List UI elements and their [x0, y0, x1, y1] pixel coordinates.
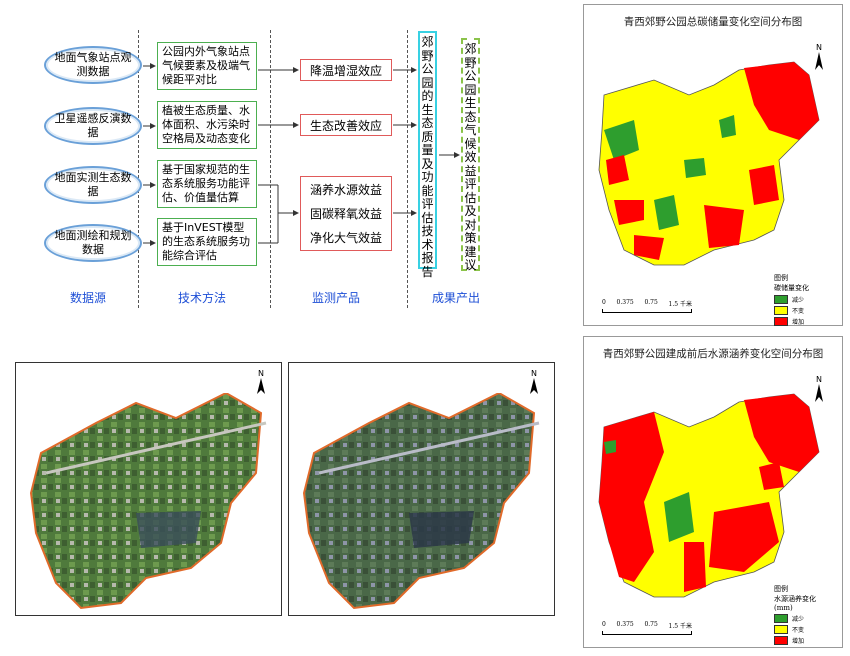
north-label: N — [816, 375, 822, 384]
method-box: 公园内外气象站点气候要素及极端气候距平对比 — [157, 42, 257, 90]
legend-label: 不变 — [792, 627, 805, 634]
method-label: 植被生态质量、水体面积、水污染时空格局及动态变化 — [162, 104, 250, 145]
source-ellipse: 地面实测生态数据 — [44, 166, 142, 204]
source-label: 卫星遥感反演数据 — [54, 112, 132, 139]
satellite-image-graphic — [302, 393, 540, 610]
legend-unit: (mm) — [774, 604, 793, 612]
map-title: 青西郊野公园总碳储量变化空间分布图 — [623, 16, 803, 28]
north-arrow-icon: N — [814, 43, 824, 72]
product-box: 生态改善效应 — [300, 114, 392, 136]
scale-label: 1.5 千米 — [668, 623, 692, 630]
north-label: N — [258, 369, 264, 378]
legend-swatch — [774, 317, 788, 326]
north-arrow-icon: N — [814, 375, 824, 404]
final-output-box: 郊野公园生态气候效益评估及对策建议 — [461, 38, 480, 272]
method-box: 基于国家规范的生态系统服务功能评估、价值量估算 — [157, 160, 257, 208]
source-label: 地面气象站点观测数据 — [54, 51, 132, 78]
scale-label: 0.75 — [644, 621, 658, 628]
legend-item: 不变 — [774, 625, 816, 634]
map-title: 青西郊野公园建成前后水源涵养变化空间分布图 — [602, 348, 824, 360]
legend-swatch — [774, 625, 788, 634]
north-label: N — [531, 369, 537, 378]
carbon-map-graphic — [598, 61, 820, 266]
legend-swatch — [774, 306, 788, 315]
column-label: 成果产出 — [432, 291, 481, 305]
north-arrow-icon: N — [529, 369, 539, 396]
satellite-image-graphic — [29, 393, 267, 610]
column-divider — [270, 30, 271, 308]
legend-swatch — [774, 614, 788, 623]
source-ellipse: 地面气象站点观测数据 — [44, 46, 142, 84]
satellite-image-before: N — [15, 362, 282, 616]
legend-item: 减少 — [774, 295, 809, 304]
product-label: 净化大气效益 — [309, 231, 382, 246]
report-box: 郊野公园的生态质量及功能评估技术报告 — [418, 31, 437, 278]
north-arrow-icon: N — [256, 369, 266, 396]
product-label: 降温增湿效应 — [309, 63, 382, 78]
source-ellipse: 地面测绘和规划数据 — [44, 224, 142, 262]
satellite-image-after: N — [288, 362, 555, 616]
method-box: 植被生态质量、水体面积、水污染时空格局及动态变化 — [157, 101, 257, 149]
source-ellipse: 卫星遥感反演数据 — [44, 107, 142, 145]
map-legend: 图例 水源涵养变化 (mm) 减少 不变 增加 — [774, 584, 816, 645]
method-box: 基于InVEST模型的生态系统服务功能综合评估 — [157, 218, 257, 266]
column-divider — [407, 30, 408, 308]
scale-label: 0.375 — [616, 621, 634, 628]
product-label: 固碳释氧效益 — [309, 206, 382, 221]
scale-bar: 0 0.375 0.75 1.5 千米 — [602, 299, 692, 313]
legend-label: 减少 — [792, 297, 805, 304]
north-label: N — [816, 43, 822, 52]
column-label: 监测产品 — [312, 291, 361, 305]
water-map-panel: 青西郊野公园建成前后水源涵养变化空间分布图 N 图例 水源涵养变化 (mm) 减… — [583, 336, 843, 648]
method-label: 基于InVEST模型的生态系统服务功能综合评估 — [162, 221, 250, 262]
legend-item: 减少 — [774, 614, 816, 623]
scale-label: 0.375 — [616, 299, 634, 306]
legend-header: 图例 — [774, 274, 788, 282]
column-label: 技术方法 — [178, 291, 227, 305]
legend-title: 碳储量变化 — [774, 284, 809, 292]
report-label: 郊野公园的生态质量及功能评估技术报告 — [421, 35, 434, 279]
scale-bar: 0 0.375 0.75 1.5 千米 — [602, 621, 692, 635]
legend-item: 增加 — [774, 317, 809, 326]
column-divider — [138, 30, 139, 308]
method-label: 公园内外气象站点气候要素及极端气候距平对比 — [162, 45, 250, 86]
scale-label: 0.75 — [644, 299, 658, 306]
legend-item: 不变 — [774, 306, 809, 315]
product-label: 涵养水源效益 — [309, 182, 382, 197]
source-label: 地面测绘和规划数据 — [54, 229, 132, 256]
legend-label: 不变 — [792, 308, 805, 315]
legend-label: 增加 — [792, 319, 805, 326]
legend-swatch — [774, 295, 788, 304]
scale-label: 0 — [602, 621, 606, 628]
product-group-box: 涵养水源效益 固碳释氧效益 净化大气效益 — [300, 176, 392, 251]
legend-header: 图例 — [774, 585, 788, 593]
scale-label: 1.5 千米 — [668, 301, 692, 308]
map-legend: 图例 碳储量变化 减少 不变 增加 — [774, 273, 809, 326]
legend-swatch — [774, 636, 788, 645]
legend-label: 增加 — [792, 638, 805, 645]
final-output-label: 郊野公园生态气候效益评估及对策建议 — [464, 42, 477, 272]
source-label: 地面实测生态数据 — [54, 171, 132, 198]
legend-label: 减少 — [792, 616, 805, 623]
carbon-map-panel: 青西郊野公园总碳储量变化空间分布图 N 图例 碳储量变化 减少 不变 增加 0 … — [583, 4, 843, 326]
scale-label: 0 — [602, 299, 606, 306]
legend-title: 水源涵养变化 — [774, 595, 816, 603]
product-box: 降温增湿效应 — [300, 59, 392, 81]
product-label: 生态改善效应 — [309, 118, 382, 133]
legend-item: 增加 — [774, 636, 816, 645]
water-map-graphic — [598, 393, 820, 598]
flow-arrows — [143, 63, 460, 246]
method-label: 基于国家规范的生态系统服务功能评估、价值量估算 — [162, 163, 250, 204]
column-label: 数据源 — [70, 291, 107, 305]
